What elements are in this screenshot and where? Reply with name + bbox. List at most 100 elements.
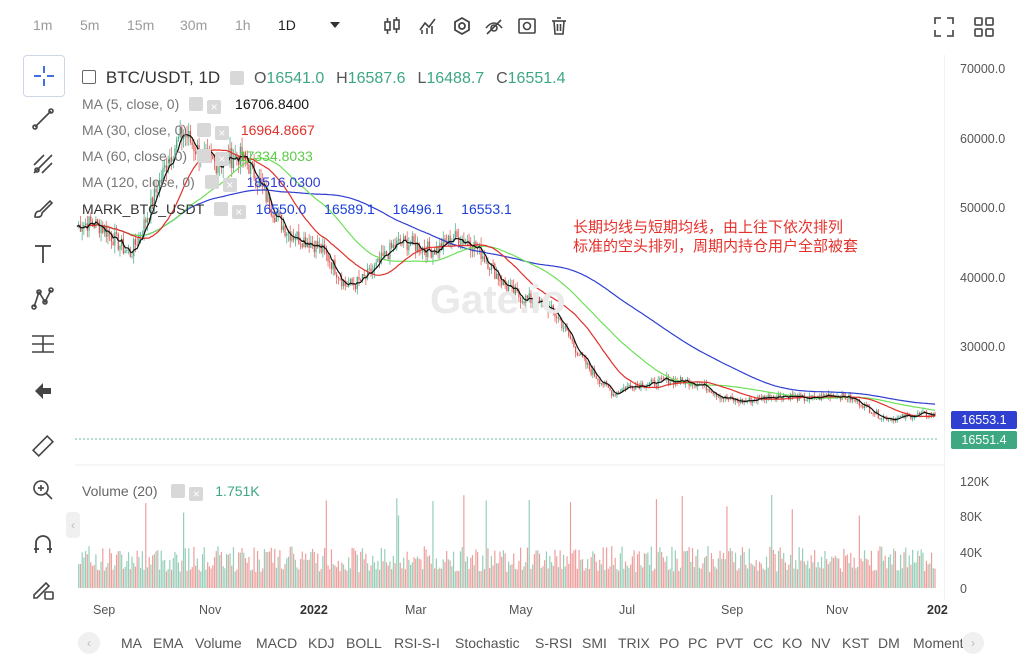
- measure-lines-icon[interactable]: [24, 325, 62, 363]
- trash-icon[interactable]: [549, 16, 569, 36]
- volume-bar: [588, 568, 590, 588]
- scroll-right-icon[interactable]: ›: [962, 632, 984, 654]
- fullscreen-icon[interactable]: [933, 16, 954, 37]
- fib-icon[interactable]: [24, 145, 62, 183]
- volume-bar: [635, 571, 637, 588]
- candle-body: [354, 285, 357, 290]
- magnet-icon[interactable]: [24, 525, 62, 563]
- crosshair-icon[interactable]: [23, 55, 65, 97]
- drawing-toolbar: [0, 50, 80, 620]
- price-tick: 70000.0: [960, 62, 1006, 76]
- volume-bar: [501, 556, 503, 588]
- ma120-remove-icon[interactable]: ×: [222, 178, 237, 192]
- indicator-macd[interactable]: MACD: [256, 635, 298, 651]
- candle-body: [191, 142, 193, 145]
- indicator-rsi-s-i[interactable]: RSI-S-I: [394, 635, 440, 651]
- indicators-icon[interactable]: [418, 16, 438, 36]
- text-icon[interactable]: [24, 235, 62, 273]
- candle-body: [561, 319, 563, 329]
- ma60-remove-icon[interactable]: ×: [214, 152, 229, 166]
- indicator-ma[interactable]: MA: [121, 635, 142, 651]
- volume-bar: [485, 500, 487, 588]
- ma30-remove-icon[interactable]: ×: [214, 126, 229, 140]
- lock-pencil-icon[interactable]: [24, 570, 62, 608]
- indicator-kst[interactable]: KST: [842, 635, 870, 651]
- mark-settings-icon[interactable]: [213, 202, 228, 216]
- candlestick-icon[interactable]: [382, 16, 402, 36]
- volume-bar: [759, 561, 761, 588]
- indicator-nv[interactable]: NV: [811, 635, 831, 651]
- back-arrow-icon[interactable]: [24, 372, 62, 410]
- indicator-smi[interactable]: SMI: [582, 635, 607, 651]
- indicator-moment[interactable]: Moment: [913, 635, 964, 651]
- ruler-icon[interactable]: [24, 427, 62, 465]
- brush-icon[interactable]: [24, 190, 62, 228]
- volume-bar: [595, 561, 597, 588]
- timeframe-15m[interactable]: 15m: [127, 17, 155, 33]
- timeframe-1m[interactable]: 1m: [33, 17, 53, 33]
- volume-bar: [681, 495, 683, 588]
- volume-bar: [196, 558, 198, 588]
- scroll-left-icon[interactable]: ‹: [78, 632, 100, 654]
- ma30-settings-icon[interactable]: [196, 123, 211, 137]
- candle-body: [767, 394, 769, 398]
- timeframe-1d[interactable]: 1D: [278, 17, 296, 33]
- candle-body: [404, 236, 407, 240]
- ma60-settings-icon[interactable]: [196, 149, 211, 163]
- candle-body: [657, 379, 659, 388]
- volume-tick: 120K: [960, 475, 990, 489]
- volume-remove-icon[interactable]: ×: [189, 487, 204, 501]
- candle-body: [377, 258, 379, 263]
- settings-hexagon-icon[interactable]: [452, 16, 472, 36]
- volume-bar: [133, 562, 135, 588]
- volume-bar: [808, 568, 811, 588]
- indicator-boll[interactable]: BOLL: [346, 635, 382, 651]
- collapse-panel-icon[interactable]: ‹: [66, 512, 80, 538]
- volume-bar: [865, 558, 867, 588]
- candle-body: [179, 127, 181, 138]
- indicator-trix[interactable]: TRIX: [618, 635, 650, 651]
- timeframe-1h[interactable]: 1h: [235, 17, 251, 33]
- ma120-settings-icon[interactable]: [204, 175, 219, 189]
- ma5-settings-icon[interactable]: [189, 97, 204, 111]
- volume-bar: [912, 549, 914, 588]
- volume-bar: [752, 564, 754, 588]
- ma5-remove-icon[interactable]: ×: [207, 100, 222, 114]
- indicator-stochastic[interactable]: Stochastic: [455, 635, 520, 651]
- timeframe-30m[interactable]: 30m: [180, 17, 208, 33]
- indicator-cc[interactable]: CC: [753, 635, 774, 651]
- volume-bar: [834, 555, 836, 588]
- volume-bar: [901, 568, 903, 588]
- timeframe-5m[interactable]: 5m: [80, 17, 100, 33]
- volume-bar: [803, 561, 805, 588]
- draw-hide-icon[interactable]: [484, 16, 504, 36]
- indicator-po[interactable]: PO: [659, 635, 680, 651]
- indicator-s-rsi[interactable]: S-RSI: [535, 635, 573, 651]
- indicator-pc[interactable]: PC: [688, 635, 708, 651]
- indicator-kdj[interactable]: KDJ: [308, 635, 335, 651]
- indicator-pvt[interactable]: PVT: [716, 635, 744, 651]
- screenshot-icon[interactable]: [517, 16, 537, 36]
- mark-remove-icon[interactable]: ×: [231, 205, 246, 219]
- indicator-volume[interactable]: Volume: [195, 635, 242, 651]
- collapse-legend-icon[interactable]: [82, 70, 96, 84]
- price-chart[interactable]: [75, 55, 945, 600]
- symbol-settings-icon[interactable]: [230, 71, 245, 85]
- indicator-ko[interactable]: KO: [782, 635, 803, 651]
- volume-bar: [908, 555, 910, 588]
- candle-body: [714, 393, 716, 395]
- zoom-in-icon[interactable]: [24, 471, 62, 509]
- candle-body: [621, 388, 623, 392]
- candle-body: [174, 148, 176, 160]
- dropdown-caret-icon[interactable]: [328, 18, 348, 38]
- indicator-ema[interactable]: EMA: [153, 635, 184, 651]
- volume-bar: [774, 554, 776, 588]
- layout-grid-icon[interactable]: [973, 16, 994, 37]
- candle-body: [114, 232, 116, 246]
- pattern-icon[interactable]: [24, 280, 62, 318]
- candle-body: [879, 418, 881, 420]
- indicator-dm[interactable]: DM: [878, 635, 900, 651]
- trendline-icon[interactable]: [24, 100, 62, 138]
- volume-settings-icon[interactable]: [171, 484, 186, 498]
- volume-bar: [394, 563, 396, 588]
